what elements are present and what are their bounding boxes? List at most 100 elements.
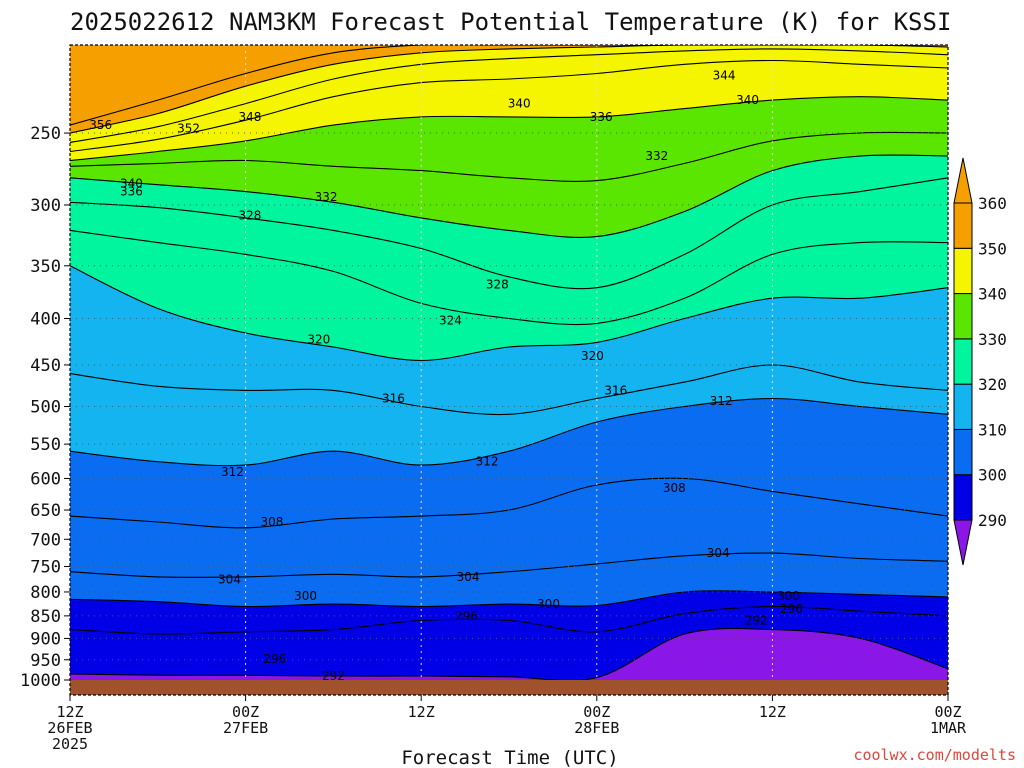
y-tick-label: 700 (30, 530, 61, 550)
contour-label: 308 (260, 515, 283, 529)
chart-title: 2025022612 NAM3KM Forecast Potential Tem… (70, 8, 951, 36)
contour-line-296 (70, 605, 948, 635)
contour-line-352 (70, 45, 948, 134)
colorbar-label: 350 (978, 239, 1007, 258)
ground-strip (70, 680, 948, 695)
contour-label: 304 (457, 570, 480, 584)
contour-line-356 (70, 45, 948, 126)
contour-label: 320 (581, 349, 604, 363)
contour-line-292 (70, 627, 948, 680)
contour-label: 316 (382, 392, 405, 406)
contour-label: 296 (263, 652, 286, 666)
contour-label: 340 (120, 176, 143, 190)
y-axis: 2503003504004505005506006507007508008509… (20, 124, 70, 691)
contour-label: 300 (294, 589, 317, 603)
x-tick-label: 1MAR (930, 719, 967, 737)
y-tick-label: 850 (30, 607, 61, 627)
contour-line-336 (70, 131, 948, 182)
contour-label: 332 (315, 190, 338, 204)
y-tick-label: 950 (30, 651, 61, 671)
y-tick-label: 750 (30, 557, 61, 577)
contour-label: 356 (89, 118, 112, 132)
contour-label: 304 (707, 546, 730, 560)
colorbar-segment (953, 202, 973, 249)
contour-line-332 (70, 154, 948, 238)
contour-line-300 (70, 590, 948, 608)
contour-label: 348 (239, 110, 262, 124)
contour-label: 336 (590, 110, 613, 124)
colorbar: 290 300 310 320 330 340 350 360 (953, 157, 1007, 566)
contour-label: 292 (745, 613, 768, 627)
y-tick-label: 600 (30, 469, 61, 489)
y-tick-label: 500 (30, 398, 61, 418)
band-fill-352 (70, 45, 948, 133)
contour-label: 332 (645, 149, 668, 163)
contour-label: 312 (710, 394, 733, 408)
x-tick-label: 12Z (56, 703, 83, 721)
contour-lines (70, 45, 948, 680)
contour-label: 328 (239, 208, 262, 222)
x-tick-label: 00Z (583, 703, 610, 721)
colorbar-segment (953, 474, 973, 521)
contour-label: 328 (486, 278, 509, 292)
colorbar-segment (953, 247, 973, 295)
contour-line-316 (70, 364, 948, 416)
grid (70, 45, 948, 680)
filled-contours (70, 45, 948, 680)
x-tick-label: 26FEB (47, 719, 92, 737)
contour-label: 296 (780, 602, 803, 616)
colorbar-segment (953, 428, 973, 476)
colorbar-segment (953, 293, 973, 340)
y-tick-label: 350 (30, 257, 61, 277)
contour-label: 304 (218, 572, 241, 586)
y-tick-label: 900 (30, 629, 61, 649)
colorbar-label: 310 (978, 420, 1007, 439)
x-tick-label: 2025 (52, 735, 88, 753)
contour-label: 312 (221, 465, 244, 479)
contour-label: 340 (508, 97, 531, 111)
y-tick-label: 450 (30, 356, 61, 376)
credit-text: coolwx.com/modelts (853, 746, 1016, 764)
plot-frame (69, 44, 949, 696)
colorbar-under-arrow (953, 519, 973, 566)
colorbar-label: 300 (978, 466, 1007, 485)
y-tick-label: 550 (30, 435, 61, 455)
colorbar-label: 320 (978, 375, 1007, 394)
x-tick-label: 12Z (408, 703, 435, 721)
colorbar-label: 340 (978, 285, 1007, 304)
colorbar-segment (953, 338, 973, 385)
contour-line-344 (70, 59, 948, 153)
contour-line-328 (70, 177, 948, 290)
contour-label: 312 (476, 455, 499, 469)
x-tick-label: 28FEB (574, 719, 619, 737)
contour-label: 308 (663, 481, 686, 495)
contour-line-304 (70, 552, 948, 578)
contour-label: 320 (307, 333, 330, 347)
y-tick-label: 800 (30, 583, 61, 603)
x-tick-label: 00Z (934, 703, 961, 721)
contour-label: 300 (537, 597, 560, 611)
x-tick-label: 12Z (759, 703, 786, 721)
band-fill-356 (70, 45, 948, 126)
contour-label: 300 (777, 589, 800, 603)
y-tick-label: 1000 (20, 671, 61, 691)
colorbar-segment (953, 383, 973, 430)
contour-label: 340 (736, 93, 759, 107)
y-tick-label: 300 (30, 196, 61, 216)
contour-label: 296 (455, 609, 478, 623)
y-tick-label: 400 (30, 309, 61, 329)
y-tick-label: 250 (30, 124, 61, 144)
x-tick-label: 27FEB (223, 719, 268, 737)
contour-label: 344 (713, 68, 736, 82)
colorbar-label: 290 (978, 511, 1007, 530)
x-axis-label: Forecast Time (UTC) (401, 747, 618, 768)
colorbar-over-arrow (953, 157, 973, 204)
contour-label: 336 (120, 185, 143, 199)
colorbar-label: 360 (978, 194, 1007, 213)
x-tick-label: 00Z (232, 703, 259, 721)
y-tick-label: 650 (30, 501, 61, 521)
